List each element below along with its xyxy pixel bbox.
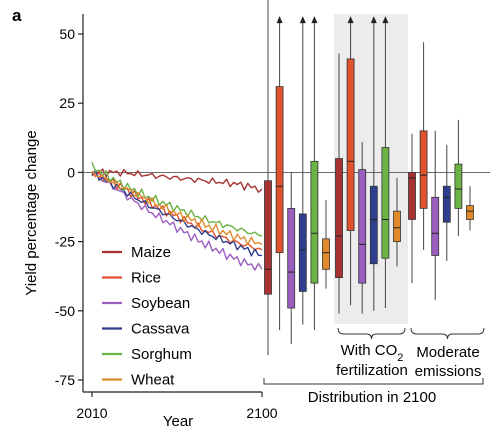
series-line-wheat (91, 170, 263, 246)
legend-label-cassava: Cassava (131, 321, 190, 338)
box-cassava (369, 185, 378, 265)
group-label-co2-line1: With CO2 (341, 342, 404, 364)
box-maize (264, 180, 272, 295)
box-arrow-cassava (299, 16, 306, 24)
shaded-region-1 (334, 14, 408, 324)
y-tick-label: 50 (59, 26, 75, 42)
box-sorghum (454, 163, 463, 209)
legend-label-wheat: Wheat (131, 372, 175, 389)
box-cassava (442, 185, 451, 223)
box-arrow-rice (276, 16, 283, 24)
group-label-co2-line2: fertilization (336, 362, 408, 379)
legend-label-soybean: Soybean (131, 295, 190, 312)
y-tick-label: -25 (55, 234, 75, 250)
box-plot-layer (264, 0, 474, 356)
group-label-moderate-line1: Moderate (416, 344, 479, 361)
box-soybean (287, 207, 296, 309)
box-sorghum (310, 160, 319, 284)
legend-label-sorghum: Sorghum (131, 346, 192, 363)
background-layer (334, 14, 408, 324)
box-arrow-cassava (370, 16, 377, 24)
y-tick-label: 25 (59, 95, 75, 111)
box-rice (275, 86, 284, 254)
x-tick-label: 2100 (246, 405, 277, 421)
y-axis-title: Yield percentage change (23, 130, 40, 295)
box-cassava (298, 213, 307, 292)
box-maize (335, 158, 343, 278)
box-arrow-sorghum (382, 16, 389, 24)
box-wheat (322, 238, 330, 270)
box-wheat (466, 205, 474, 220)
box-rice (419, 130, 428, 209)
box-arrow-sorghum (311, 16, 318, 24)
legend-label-maize: Maize (131, 244, 171, 261)
x-axis-title: Year (163, 413, 193, 430)
box-wheat (393, 210, 401, 242)
distribution-label: Distribution in 2100 (308, 389, 436, 406)
box-maize (408, 171, 416, 220)
series-line-sorghum (91, 162, 263, 237)
y-tick-label: -75 (55, 372, 75, 388)
y-tick-label: 0 (67, 164, 75, 180)
box-rice (346, 58, 355, 231)
group-label-moderate-line2: emissions (415, 363, 482, 380)
brace-moderate-group (410, 327, 485, 340)
box-soybean (358, 169, 367, 284)
box-soybean (431, 196, 440, 256)
brace-co2-group (337, 327, 406, 340)
panel-label: a (12, 6, 22, 25)
label-layer: Yield percentage change Year With CO2ferti… (23, 130, 485, 430)
y-tick-label: -50 (55, 303, 75, 319)
line-series-layer (91, 162, 263, 271)
legend: Maize Rice Soybean Cassava Sorghum Wheat (102, 244, 192, 389)
box-sorghum (381, 147, 390, 259)
series-line-maize (91, 168, 263, 194)
distribution-bracket (263, 378, 484, 385)
legend-label-rice: Rice (131, 270, 161, 287)
box-arrow-rice (347, 16, 354, 24)
x-tick-label: 2010 (76, 405, 107, 421)
series-line-soybean (91, 172, 263, 271)
